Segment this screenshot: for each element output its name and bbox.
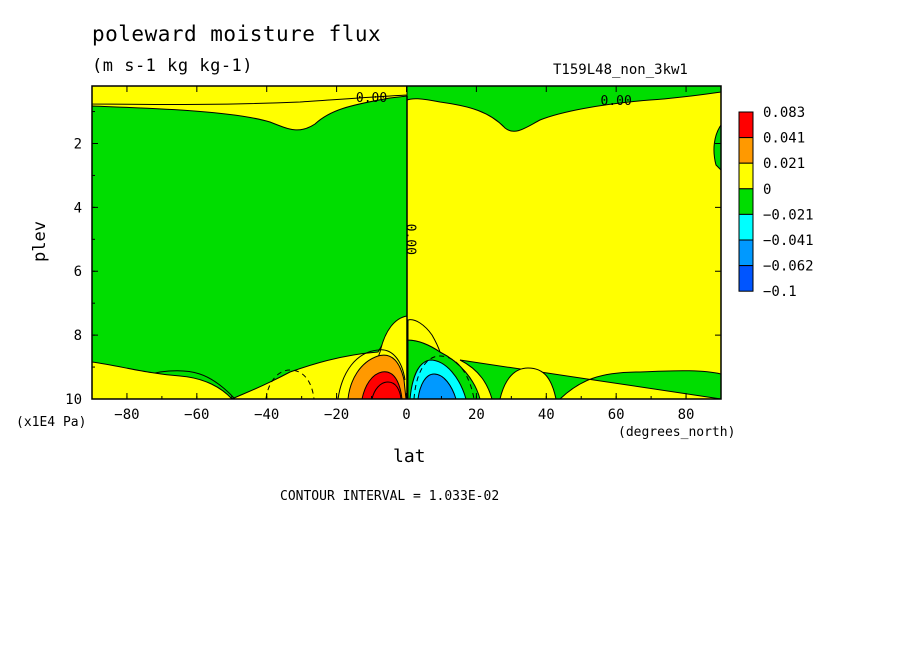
y-tick-label: 8 xyxy=(74,328,82,344)
contour-label: 0.00 xyxy=(356,91,387,106)
y-tick-label: 2 xyxy=(74,136,82,152)
x-axis-label: lat xyxy=(393,446,426,467)
region-positive-red xyxy=(361,371,403,399)
x-tick-label: 60 xyxy=(608,407,625,423)
y-tick-label: 10 xyxy=(65,392,82,408)
legend-label: 0 xyxy=(763,182,771,198)
region-positive-30n-low xyxy=(499,367,557,399)
x-tick-label: −60 xyxy=(184,407,209,423)
y-tick-label: 6 xyxy=(74,264,82,280)
chart-title: poleward moisture flux xyxy=(92,22,382,46)
legend-swatch xyxy=(738,137,754,164)
y-tick-label: 4 xyxy=(74,200,82,216)
legend-label: 0.083 xyxy=(763,105,805,121)
contour-label: 0.00 xyxy=(403,224,418,255)
color-legend: 0.083 0.041 0.021 0 −0.021 −0.041 −0.062 −0.1 xyxy=(738,105,814,300)
legend-label: 0.041 xyxy=(763,131,805,147)
legend-label: −0.021 xyxy=(763,207,814,223)
x-axis-units: (degrees_north) xyxy=(618,425,736,440)
contour-label: 0.00 xyxy=(601,94,632,109)
y-axis-ticks: 2 4 6 8 10 xyxy=(65,111,721,408)
x-tick-label: 40 xyxy=(538,407,555,423)
x-tick-label: 20 xyxy=(468,407,485,423)
region-positive-top-south xyxy=(92,86,408,105)
dashed-contour-sh xyxy=(265,369,315,399)
region-negative-north-edge xyxy=(713,124,721,171)
legend-label: −0.041 xyxy=(763,233,814,249)
chart-units-subtitle: (m s-1 kg kg-1) xyxy=(92,56,254,76)
contour-labels: 0.00 0.00 0.00 xyxy=(356,91,632,255)
x-tick-label: −80 xyxy=(114,407,139,423)
region-negative-south xyxy=(92,95,408,399)
dashed-contour-nh xyxy=(413,355,475,399)
x-tick-label: −20 xyxy=(324,407,349,423)
legend-swatch xyxy=(738,239,754,267)
legend-swatch xyxy=(738,111,754,139)
legend-swatch xyxy=(738,162,754,190)
contour-interval-note: CONTOUR INTERVAL = 1.033E-02 xyxy=(280,489,500,504)
contour-fill-layer xyxy=(92,86,721,399)
legend-swatch xyxy=(738,265,754,292)
y-axis-units: (x1E4 Pa) xyxy=(16,415,87,430)
legend-swatch xyxy=(738,213,754,241)
x-axis-ticks: −80 −60 −40 −20 0 20 40 60 80 xyxy=(91,86,722,423)
x-tick-label: 80 xyxy=(678,407,695,423)
x-tick-label: −40 xyxy=(254,407,279,423)
region-positive-nh-cap xyxy=(407,319,441,354)
legend-label: −0.1 xyxy=(763,284,797,300)
region-negative-north-top xyxy=(406,86,721,132)
legend-label: 0.021 xyxy=(763,156,805,172)
solid-contour-sh-2 xyxy=(371,381,402,399)
region-positive-south-low xyxy=(92,361,233,399)
legend-label: −0.062 xyxy=(763,259,814,275)
run-name-label: T159L48_non_3kw1 xyxy=(553,62,688,78)
x-tick-label: 0 xyxy=(402,407,410,423)
region-negative-blue xyxy=(417,373,457,399)
legend-swatch xyxy=(738,188,754,215)
solid-contour-sh-1 xyxy=(337,349,406,399)
